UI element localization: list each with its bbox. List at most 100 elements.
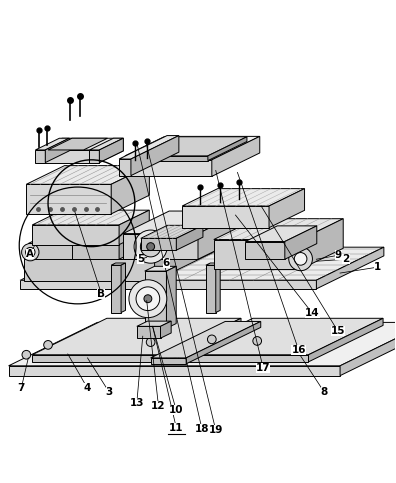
Text: 19: 19 xyxy=(209,425,223,435)
Polygon shape xyxy=(150,358,186,364)
Polygon shape xyxy=(176,226,203,250)
Circle shape xyxy=(129,280,167,318)
Polygon shape xyxy=(160,321,171,338)
Polygon shape xyxy=(27,166,149,185)
Polygon shape xyxy=(25,230,213,259)
Text: 14: 14 xyxy=(305,308,320,318)
Polygon shape xyxy=(21,280,316,289)
Text: 1: 1 xyxy=(374,262,381,272)
Polygon shape xyxy=(206,265,216,313)
Text: 4: 4 xyxy=(84,384,91,393)
Circle shape xyxy=(22,243,39,261)
Circle shape xyxy=(208,335,216,344)
Circle shape xyxy=(147,242,154,251)
Circle shape xyxy=(146,338,155,346)
Polygon shape xyxy=(99,138,123,163)
Polygon shape xyxy=(32,318,241,355)
Circle shape xyxy=(144,295,152,303)
Text: 8: 8 xyxy=(321,387,328,397)
Polygon shape xyxy=(182,206,269,227)
Polygon shape xyxy=(27,185,111,214)
Polygon shape xyxy=(121,136,260,160)
Polygon shape xyxy=(21,247,384,280)
Polygon shape xyxy=(166,318,241,362)
Polygon shape xyxy=(25,259,154,281)
Circle shape xyxy=(22,350,30,359)
Circle shape xyxy=(253,337,261,345)
Circle shape xyxy=(44,341,52,349)
Circle shape xyxy=(289,247,312,270)
Polygon shape xyxy=(38,138,123,150)
Polygon shape xyxy=(35,150,45,163)
Polygon shape xyxy=(301,219,343,269)
Text: 9: 9 xyxy=(335,250,342,260)
Polygon shape xyxy=(111,265,121,313)
Polygon shape xyxy=(246,242,285,259)
Polygon shape xyxy=(214,219,343,240)
Polygon shape xyxy=(206,263,220,265)
Polygon shape xyxy=(119,159,131,176)
Circle shape xyxy=(136,287,160,311)
Polygon shape xyxy=(285,226,317,259)
Polygon shape xyxy=(150,322,261,358)
Polygon shape xyxy=(154,230,213,281)
Polygon shape xyxy=(38,150,99,163)
Polygon shape xyxy=(45,138,69,163)
Polygon shape xyxy=(178,318,383,355)
Polygon shape xyxy=(32,210,149,225)
Polygon shape xyxy=(269,189,305,227)
Text: 11: 11 xyxy=(169,423,184,433)
Text: 16: 16 xyxy=(291,345,306,355)
Polygon shape xyxy=(72,226,154,243)
Polygon shape xyxy=(137,321,171,327)
Polygon shape xyxy=(32,225,119,245)
Text: 5: 5 xyxy=(137,254,145,264)
Polygon shape xyxy=(340,322,396,376)
Polygon shape xyxy=(186,322,261,364)
Polygon shape xyxy=(99,138,123,163)
Polygon shape xyxy=(214,240,301,269)
Polygon shape xyxy=(29,226,162,243)
Polygon shape xyxy=(111,263,126,265)
Text: 10: 10 xyxy=(169,405,184,415)
Polygon shape xyxy=(119,136,179,159)
Polygon shape xyxy=(166,266,176,328)
Polygon shape xyxy=(246,226,317,242)
Polygon shape xyxy=(212,136,260,176)
Text: 7: 7 xyxy=(17,384,25,393)
Polygon shape xyxy=(125,137,247,156)
Polygon shape xyxy=(32,355,166,362)
Polygon shape xyxy=(123,211,244,234)
Polygon shape xyxy=(208,137,247,161)
Polygon shape xyxy=(145,266,176,271)
Text: 2: 2 xyxy=(343,254,350,264)
Polygon shape xyxy=(9,366,340,376)
Text: 6: 6 xyxy=(163,258,170,268)
Polygon shape xyxy=(111,166,149,214)
Polygon shape xyxy=(89,150,99,163)
Text: 13: 13 xyxy=(129,398,144,408)
Polygon shape xyxy=(316,247,384,289)
Text: A: A xyxy=(26,249,34,259)
Circle shape xyxy=(134,230,167,263)
Polygon shape xyxy=(125,156,208,161)
Polygon shape xyxy=(198,211,244,259)
Polygon shape xyxy=(308,318,383,362)
Polygon shape xyxy=(141,226,203,238)
Circle shape xyxy=(141,236,161,257)
Polygon shape xyxy=(119,210,149,245)
Polygon shape xyxy=(141,238,176,250)
Polygon shape xyxy=(145,271,166,328)
Polygon shape xyxy=(182,189,305,206)
Polygon shape xyxy=(121,160,212,176)
Polygon shape xyxy=(216,263,220,313)
Text: 17: 17 xyxy=(256,363,270,373)
Circle shape xyxy=(26,247,35,257)
Circle shape xyxy=(294,253,307,265)
Polygon shape xyxy=(127,226,162,259)
Polygon shape xyxy=(29,243,127,259)
Polygon shape xyxy=(9,322,396,366)
Polygon shape xyxy=(89,138,123,150)
Polygon shape xyxy=(72,243,119,259)
Polygon shape xyxy=(123,234,198,259)
